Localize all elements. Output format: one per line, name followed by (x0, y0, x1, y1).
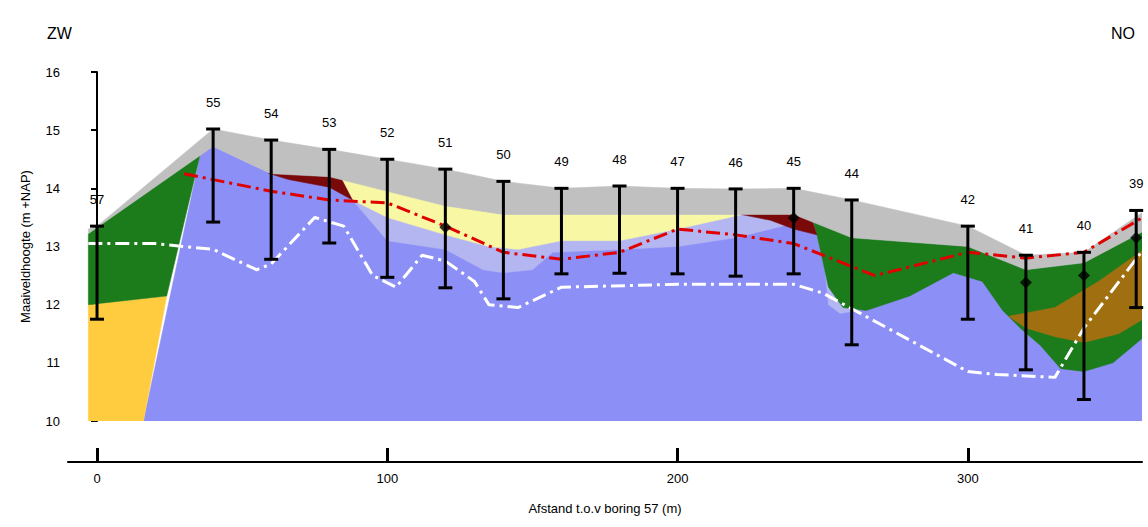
svg-text:100: 100 (376, 471, 398, 486)
svg-text:45: 45 (786, 154, 800, 169)
svg-text:48: 48 (612, 152, 626, 167)
svg-text:ZW: ZW (47, 25, 73, 42)
svg-text:0: 0 (93, 471, 100, 486)
svg-text:47: 47 (670, 154, 684, 169)
svg-text:300: 300 (957, 471, 979, 486)
svg-text:54: 54 (264, 106, 278, 121)
svg-text:51: 51 (438, 135, 452, 150)
svg-text:42: 42 (961, 192, 975, 207)
svg-text:200: 200 (667, 471, 689, 486)
svg-text:41: 41 (1019, 221, 1033, 236)
svg-text:14: 14 (46, 181, 60, 196)
svg-text:16: 16 (46, 65, 60, 80)
svg-text:11: 11 (47, 355, 61, 370)
svg-text:15: 15 (46, 123, 60, 138)
svg-text:13: 13 (46, 239, 60, 254)
svg-text:Maaiveldhoogte (m +NAP): Maaiveldhoogte (m +NAP) (18, 170, 33, 323)
svg-text:46: 46 (728, 155, 742, 170)
svg-text:49: 49 (554, 154, 568, 169)
svg-text:52: 52 (380, 125, 394, 140)
svg-text:44: 44 (844, 166, 858, 181)
svg-text:Afstand t.o.v boring 57 (m): Afstand t.o.v boring 57 (m) (528, 501, 681, 516)
svg-text:40: 40 (1077, 218, 1091, 233)
svg-text:55: 55 (206, 95, 220, 110)
svg-text:NO: NO (1111, 25, 1135, 42)
svg-text:57: 57 (90, 192, 104, 207)
svg-text:10: 10 (46, 414, 60, 429)
svg-text:53: 53 (322, 115, 336, 130)
svg-text:39: 39 (1129, 176, 1143, 191)
svg-text:12: 12 (46, 297, 60, 312)
svg-text:50: 50 (496, 147, 510, 162)
